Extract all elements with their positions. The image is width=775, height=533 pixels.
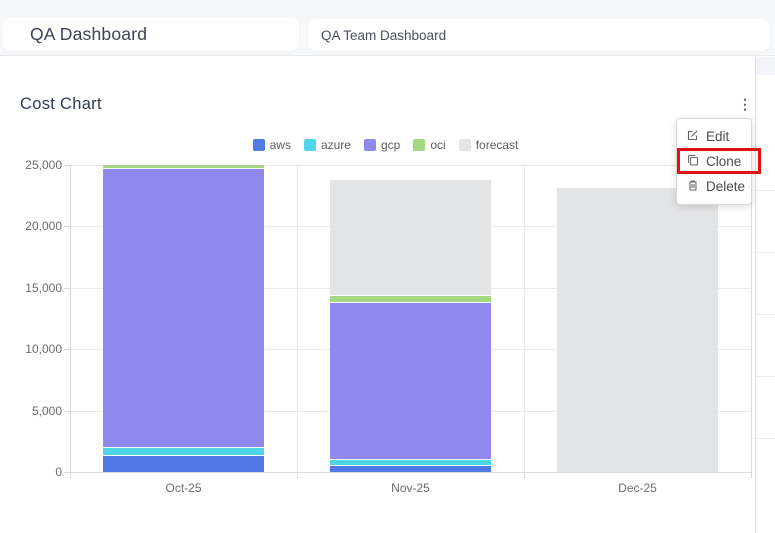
x-tick <box>524 472 525 478</box>
x-tick <box>297 472 298 478</box>
neighbor-card-gridline <box>757 376 775 377</box>
bar-segment-gcp-Nov-25 <box>330 303 491 461</box>
segment-separator <box>330 464 491 466</box>
topbar: QA Dashboard QA Team Dashboard <box>0 0 775 56</box>
segment-separator <box>330 459 491 461</box>
legend-item-forecast[interactable]: forecast <box>458 138 519 152</box>
gridline <box>70 165 751 166</box>
bar-segment-forecast-Nov-25 <box>330 179 491 296</box>
chart-legend: aws azure gcp oci forecast <box>0 137 771 153</box>
menu-item-edit[interactable]: Edit <box>677 124 751 149</box>
dashboard-name-field[interactable]: QA Team Dashboard <box>308 19 770 51</box>
legend-swatch <box>303 139 316 151</box>
legend-label: azure <box>320 138 351 152</box>
segment-separator <box>103 168 264 170</box>
gridline <box>524 165 525 472</box>
bar-segment-oci-Oct-25 <box>103 165 264 170</box>
bar-segment-oci-Nov-25 <box>330 295 491 304</box>
y-axis-label: 15,000 <box>25 281 62 295</box>
neighbor-card-gridline <box>757 190 775 191</box>
gridline <box>70 472 751 473</box>
legend-label: aws <box>269 138 291 152</box>
y-tick <box>64 411 70 412</box>
y-tick <box>64 288 70 289</box>
y-tick <box>64 226 70 227</box>
edit-icon <box>687 129 699 144</box>
x-tick <box>70 472 71 478</box>
legend-swatch <box>458 139 471 151</box>
neighbor-card-gridline <box>757 314 775 315</box>
legend-swatch <box>363 139 376 151</box>
neighbor-card-gridline <box>757 252 775 253</box>
menu-item-label: Edit <box>706 129 730 144</box>
legend-item-oci[interactable]: oci <box>413 138 446 152</box>
y-axis-label: 5,000 <box>31 404 62 418</box>
y-tick <box>64 165 70 166</box>
menu-item-label: Delete <box>706 179 746 194</box>
bar-segment-azure-Nov-25 <box>330 460 491 466</box>
bar-segment-forecast-Dec-25 <box>557 188 718 472</box>
gridline <box>297 165 298 472</box>
dashboard-name-value: QA Team Dashboard <box>321 27 447 43</box>
bar-segment-azure-Oct-25 <box>103 448 264 457</box>
y-axis-label: 20,000 <box>25 219 62 233</box>
legend-label: oci <box>430 138 446 152</box>
legend-item-gcp[interactable]: gcp <box>363 138 401 152</box>
segment-separator <box>103 455 264 457</box>
legend-item-aws[interactable]: aws <box>252 138 291 152</box>
y-axis-label: 10,000 <box>25 342 62 356</box>
x-axis-label: Nov-25 <box>391 481 430 495</box>
legend-label: gcp <box>380 138 401 152</box>
right-gutter-gap <box>756 57 775 75</box>
segment-separator <box>103 447 264 449</box>
y-axis-label: 0 <box>55 465 62 479</box>
card-title: Cost Chart <box>20 95 102 113</box>
x-tick <box>751 472 752 478</box>
menu-item-delete[interactable]: Delete <box>677 174 751 199</box>
kebab-menu-icon[interactable]: ⋮ <box>738 96 752 112</box>
y-tick <box>64 349 70 350</box>
y-axis-label: 25,000 <box>25 158 62 172</box>
dashboard-title: QA Dashboard <box>30 24 148 44</box>
gridline <box>751 165 752 472</box>
bar-segment-gcp-Oct-25 <box>103 169 264 449</box>
copy-icon <box>687 154 699 169</box>
trash-icon <box>687 179 699 194</box>
segment-separator <box>330 294 491 296</box>
gridline <box>70 165 71 472</box>
menu-item-label: Clone <box>706 154 742 169</box>
x-axis-label: Oct-25 <box>165 481 202 495</box>
neighbor-card-gridline <box>757 438 775 439</box>
legend-label: forecast <box>475 138 519 152</box>
dashboard-title-box[interactable]: QA Dashboard <box>2 18 299 51</box>
context-menu: Edit Clone Delete <box>676 118 752 205</box>
y-tick <box>64 472 70 473</box>
legend-swatch <box>413 139 426 151</box>
right-gutter <box>756 57 775 533</box>
bar-segment-aws-Nov-25 <box>330 465 491 472</box>
bar-segment-aws-Oct-25 <box>103 456 264 472</box>
x-axis-label: Dec-25 <box>618 481 657 495</box>
legend-item-azure[interactable]: azure <box>303 138 351 152</box>
segment-separator <box>330 302 491 304</box>
menu-item-clone[interactable]: Clone <box>677 149 751 174</box>
legend-swatch <box>252 139 265 151</box>
